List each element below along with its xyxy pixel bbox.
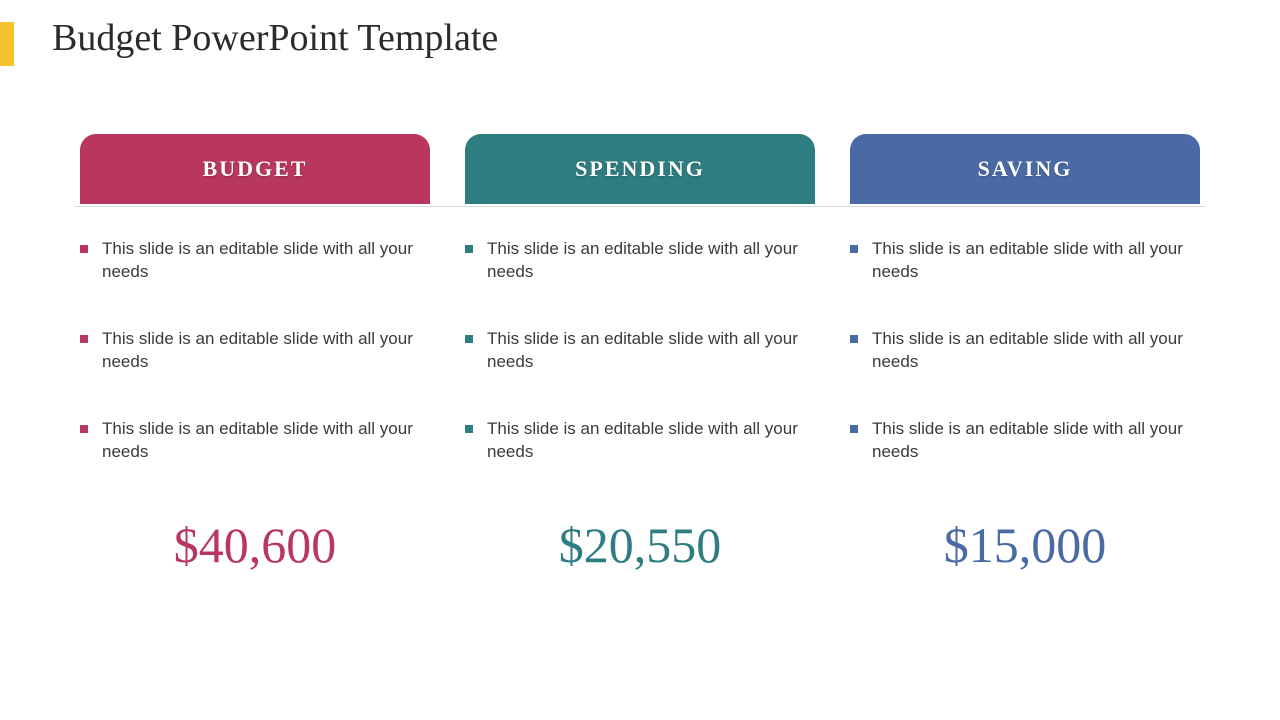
list-item: This slide is an editable slide with all…: [80, 238, 430, 284]
amount-budget: $40,600: [80, 516, 430, 574]
bullet-text: This slide is an editable slide with all…: [487, 328, 815, 374]
amount-saving: $15,000: [850, 516, 1200, 574]
bullet-icon: [465, 425, 473, 433]
bullet-icon: [850, 245, 858, 253]
bullet-icon: [80, 245, 88, 253]
list-item: This slide is an editable slide with all…: [465, 238, 815, 284]
bullet-text: This slide is an editable slide with all…: [102, 418, 430, 464]
bullet-icon: [850, 335, 858, 343]
columns-container: BUDGET This slide is an editable slide w…: [80, 134, 1200, 574]
bullet-text: This slide is an editable slide with all…: [102, 328, 430, 374]
bullet-icon: [465, 245, 473, 253]
header-pill-saving: SAVING: [850, 134, 1200, 204]
page-title: Budget PowerPoint Template: [52, 16, 498, 60]
bullet-text: This slide is an editable slide with all…: [872, 418, 1200, 464]
bullet-text: This slide is an editable slide with all…: [487, 238, 815, 284]
column-budget: BUDGET This slide is an editable slide w…: [80, 134, 430, 574]
bullet-text: This slide is an editable slide with all…: [872, 328, 1200, 374]
amount-spending: $20,550: [465, 516, 815, 574]
slide: Budget PowerPoint Template BUDGET This s…: [0, 0, 1280, 720]
column-spending: SPENDING This slide is an editable slide…: [465, 134, 815, 574]
list-item: This slide is an editable slide with all…: [850, 418, 1200, 464]
bullet-icon: [465, 335, 473, 343]
list-item: This slide is an editable slide with all…: [465, 328, 815, 374]
bullet-text: This slide is an editable slide with all…: [872, 238, 1200, 284]
accent-bar: [0, 22, 14, 66]
header-pill-budget: BUDGET: [80, 134, 430, 204]
bullet-list: This slide is an editable slide with all…: [465, 238, 815, 464]
list-item: This slide is an editable slide with all…: [850, 238, 1200, 284]
bullet-list: This slide is an editable slide with all…: [80, 238, 430, 464]
bullet-list: This slide is an editable slide with all…: [850, 238, 1200, 464]
bullet-text: This slide is an editable slide with all…: [102, 238, 430, 284]
bullet-icon: [850, 425, 858, 433]
bullet-text: This slide is an editable slide with all…: [487, 418, 815, 464]
column-saving: SAVING This slide is an editable slide w…: [850, 134, 1200, 574]
bullet-icon: [80, 425, 88, 433]
list-item: This slide is an editable slide with all…: [80, 328, 430, 374]
list-item: This slide is an editable slide with all…: [80, 418, 430, 464]
bullet-icon: [80, 335, 88, 343]
header-pill-spending: SPENDING: [465, 134, 815, 204]
list-item: This slide is an editable slide with all…: [465, 418, 815, 464]
list-item: This slide is an editable slide with all…: [850, 328, 1200, 374]
